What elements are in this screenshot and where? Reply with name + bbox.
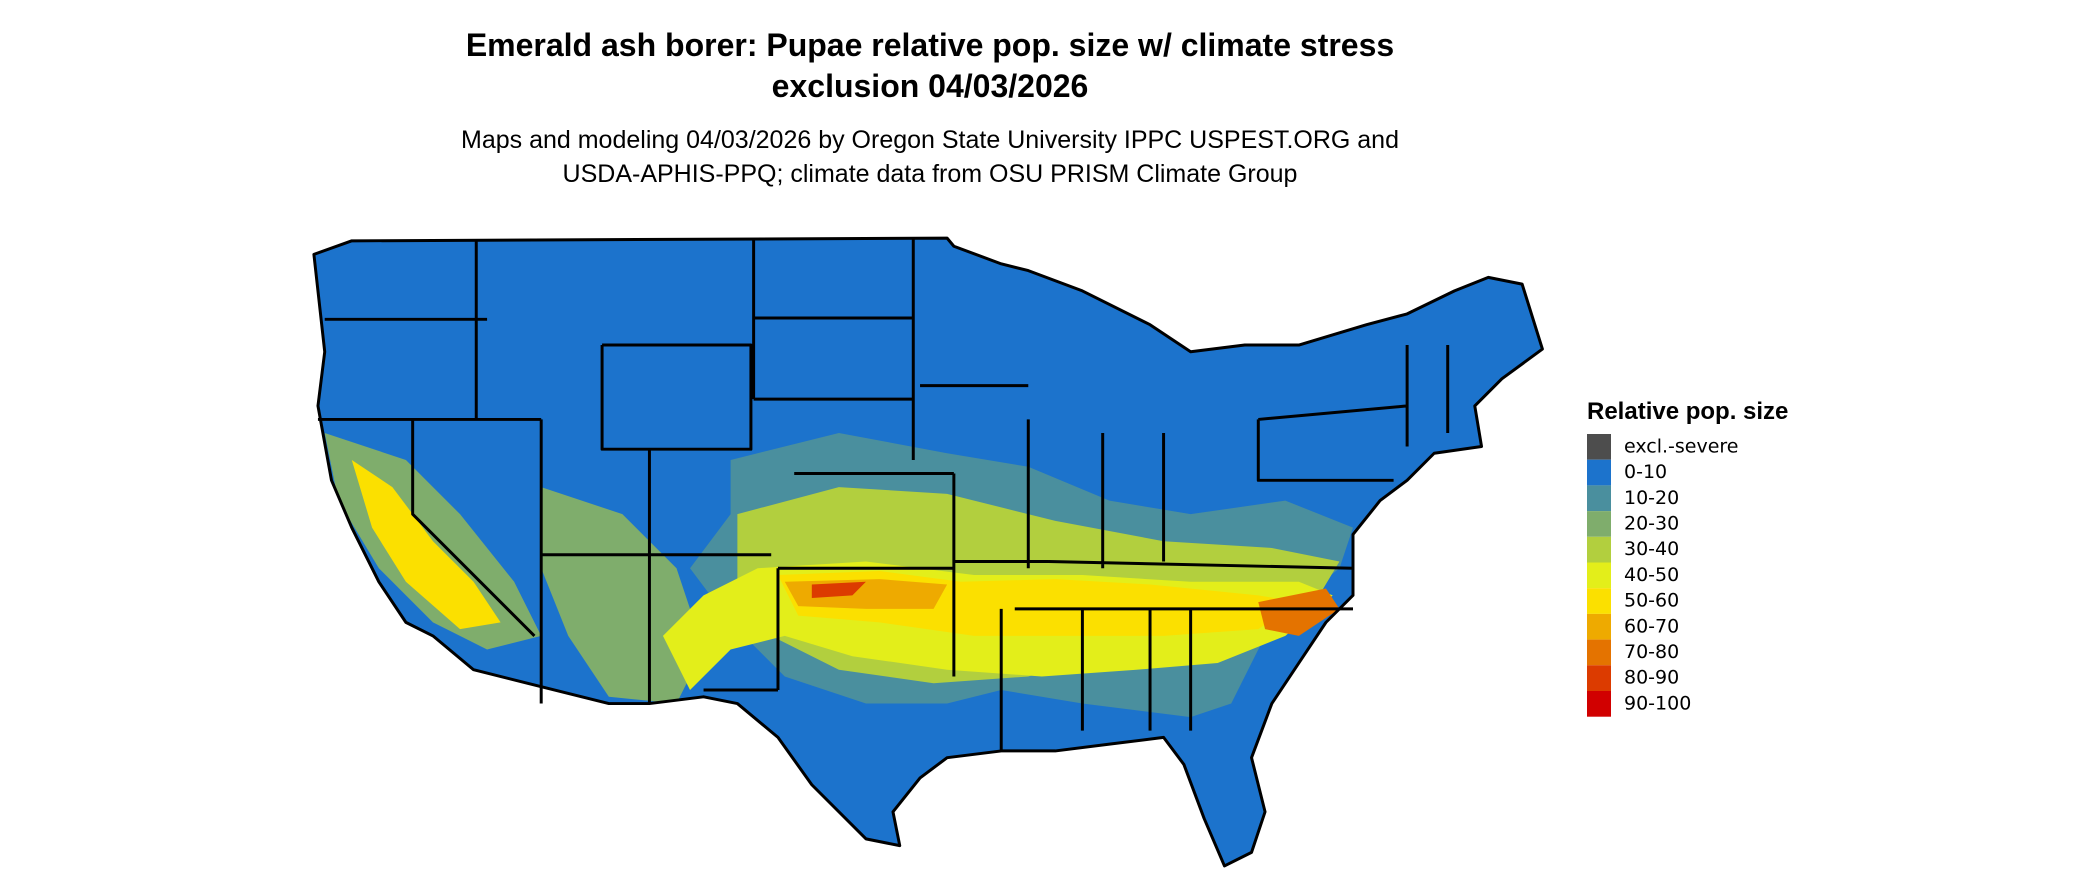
- legend-swatch: [1587, 459, 1611, 486]
- legend-swatch: [1587, 665, 1611, 691]
- legend-swatch: [1587, 511, 1611, 537]
- subtitle-line: Maps and modeling 04/03/2026 by Oregon S…: [461, 126, 1399, 154]
- legend-swatch: [1587, 562, 1611, 589]
- zone-20-30: [541, 487, 704, 704]
- legend-label: 50-60: [1624, 590, 1679, 612]
- legend-label: 70-80: [1624, 641, 1679, 663]
- state-borders: [317, 238, 1450, 751]
- legend-swatch: [1587, 434, 1611, 460]
- legend-label: 90-100: [1624, 692, 1691, 714]
- legend-swatch: [1587, 613, 1611, 640]
- raster: [313, 238, 1543, 866]
- subtitle-line: USDA-APHIS-PPQ; climate data from OSU PR…: [563, 160, 1298, 188]
- zone-70-80: [1258, 588, 1340, 636]
- legend-swatch: [1587, 588, 1611, 614]
- legend-label: 80-90: [1624, 667, 1679, 689]
- legend-swatch: [1587, 485, 1611, 512]
- legend-label: 60-70: [1624, 615, 1679, 637]
- legend-swatch: [1587, 536, 1611, 563]
- legend-label: 40-50: [1624, 564, 1679, 586]
- zone-80-90: [811, 581, 866, 599]
- legend-label: 30-40: [1624, 538, 1679, 560]
- us-map: [312, 236, 1544, 868]
- legend-label: excl.-severe: [1624, 435, 1739, 457]
- legend-title: Relative pop. size: [1587, 398, 1788, 425]
- title-line: Emerald ash borer: Pupae relative pop. s…: [466, 27, 1394, 63]
- title-line: exclusion 04/03/2026: [772, 68, 1089, 104]
- legend: Relative pop. size excl.-severe 0-10 10-20…: [1587, 398, 1788, 717]
- zone-50-60: [351, 460, 501, 630]
- legend-label: 20-30: [1624, 512, 1679, 534]
- legend-label: 10-20: [1624, 487, 1679, 509]
- legend-swatch: [1587, 691, 1611, 717]
- zone-60-70: [784, 579, 948, 609]
- legend-label: 0-10: [1624, 461, 1667, 483]
- legend-swatch: [1587, 639, 1611, 666]
